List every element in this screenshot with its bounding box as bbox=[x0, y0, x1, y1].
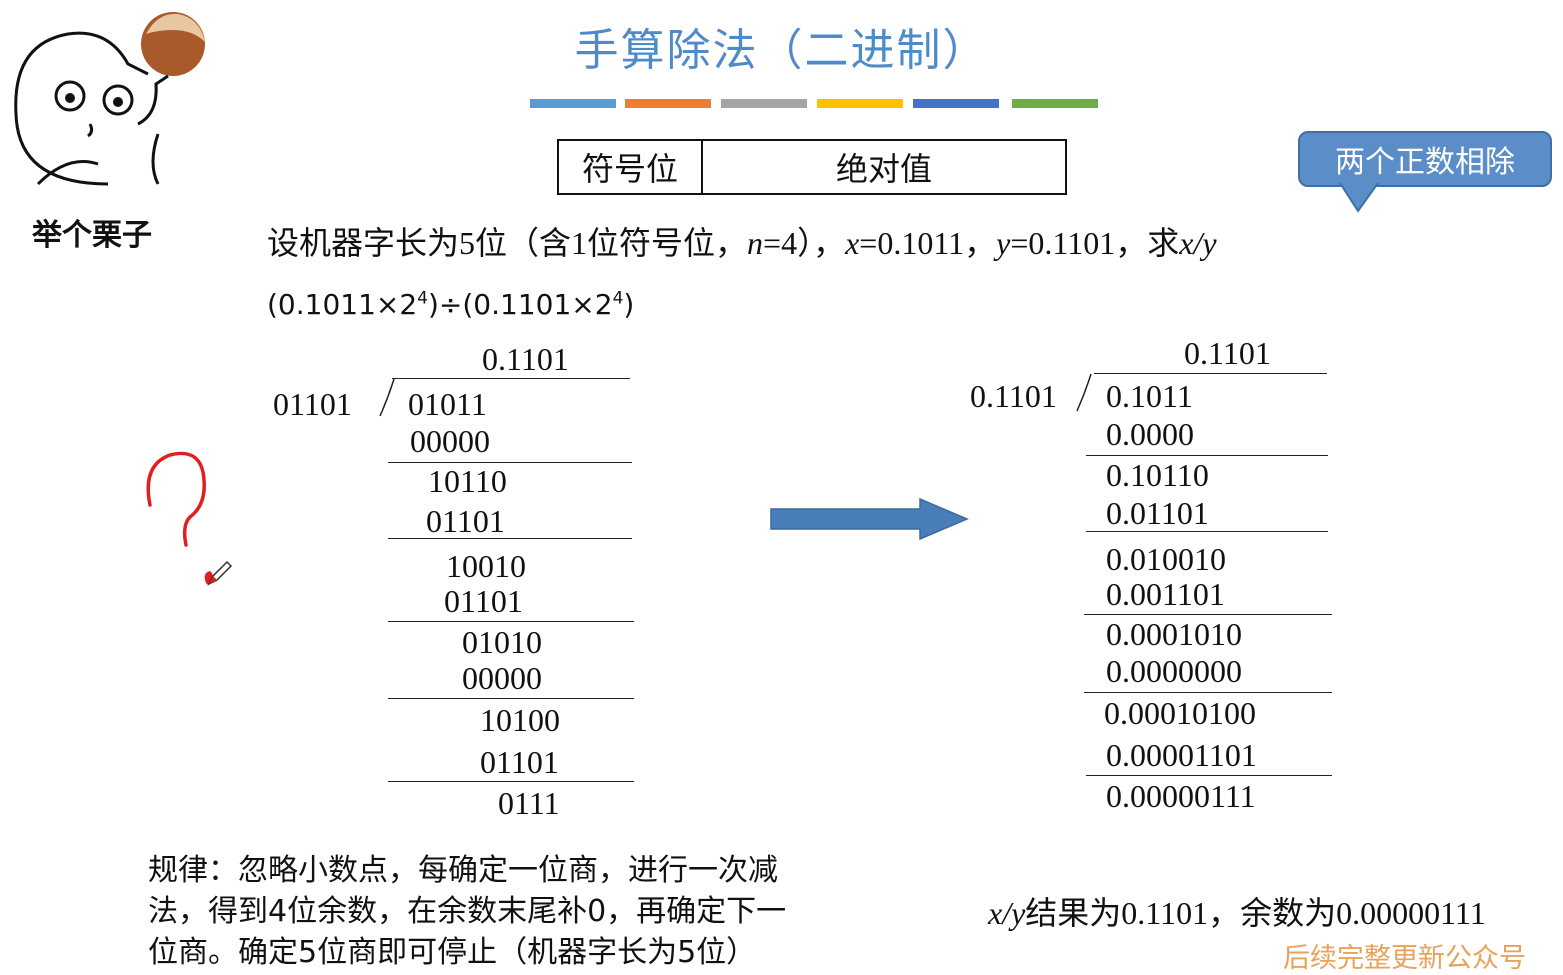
left-step: 01010 bbox=[462, 624, 542, 660]
left-step-line bbox=[388, 621, 634, 622]
sign-bit-cell: 符号位 bbox=[559, 141, 703, 193]
left-step-line bbox=[388, 462, 632, 463]
formula-exp-1: 4 bbox=[417, 288, 428, 309]
left-quotient-line bbox=[392, 378, 630, 379]
right-step: 0.0001010 bbox=[1106, 616, 1242, 652]
var-x: x bbox=[845, 225, 860, 261]
question-mark-icon bbox=[146, 451, 213, 585]
right-quotient: 0.1101 bbox=[1184, 335, 1271, 371]
question-part-3: =0.1011， bbox=[859, 225, 997, 261]
formula: (0.1011×24)÷(0.1101×24) bbox=[267, 288, 634, 321]
color-bar-yellow bbox=[817, 99, 903, 108]
left-division-bracket-icon bbox=[379, 378, 395, 417]
right-step: 0.0000 bbox=[1106, 416, 1194, 452]
left-step: 01101 bbox=[444, 583, 523, 619]
mascot-icon bbox=[14, 12, 205, 186]
formula-left: (0.1011×2 bbox=[267, 288, 418, 321]
left-step-line bbox=[388, 538, 632, 539]
right-step: 0.010010 bbox=[1106, 541, 1226, 577]
watermark: 后续完整更新公众号 bbox=[1283, 943, 1526, 974]
color-bar-gray bbox=[721, 99, 807, 108]
rule-line-1: 规律：忽略小数点，每确定一位商，进行一次减 bbox=[148, 853, 778, 888]
left-step: 01101 bbox=[480, 744, 559, 780]
right-step-line bbox=[1086, 531, 1328, 532]
left-step-line bbox=[388, 698, 634, 699]
result-text: 结果为0.1101，余数为0.00000111 bbox=[1025, 895, 1486, 931]
formula-exp-2: 4 bbox=[612, 288, 624, 309]
right-step: 0.001101 bbox=[1106, 576, 1225, 612]
left-quotient: 0.1101 bbox=[482, 341, 569, 377]
mascot-caption: 举个栗子 bbox=[32, 218, 152, 253]
callout-tail-icon bbox=[1339, 183, 1379, 213]
rule-line-3: 位商。确定5位商即可停止（机器字长为5位） bbox=[148, 935, 757, 970]
callout-bubble: 两个正数相除 bbox=[1298, 131, 1552, 187]
left-step: 10010 bbox=[446, 548, 526, 584]
left-divisor: 01101 bbox=[273, 386, 352, 422]
right-step-line bbox=[1084, 614, 1332, 615]
left-step: 01011 bbox=[408, 386, 487, 422]
rule-text: 规律：忽略小数点，每确定一位商，进行一次减 法，得到4位余数，在余数末尾补0，再… bbox=[148, 850, 908, 973]
result-statement: x/y结果为0.1101，余数为0.00000111 bbox=[988, 888, 1486, 934]
left-step: 10100 bbox=[480, 702, 560, 738]
transform-arrow-icon bbox=[770, 497, 969, 541]
question-part-2: =4）， bbox=[763, 225, 846, 261]
left-step: 00000 bbox=[410, 423, 490, 459]
sign-magnitude-table: 符号位 绝对值 bbox=[557, 139, 1067, 195]
color-bar-orange bbox=[625, 99, 711, 108]
color-bar-darkblue bbox=[913, 99, 999, 108]
var-xy: x/y bbox=[1179, 225, 1217, 261]
right-division-bracket-icon bbox=[1076, 373, 1092, 412]
right-step: 0.0000000 bbox=[1106, 653, 1242, 689]
question-statement: 设机器字长为5位（含1位符号位，n=4），x=0.1011，y=0.1101，求… bbox=[267, 218, 1217, 264]
right-step: 0.01101 bbox=[1106, 495, 1209, 531]
pencil-icon bbox=[207, 560, 233, 586]
right-step: 0.00001101 bbox=[1106, 737, 1257, 773]
right-step-line bbox=[1084, 692, 1332, 693]
right-step-line bbox=[1086, 455, 1328, 456]
page-title: 手算除法（二进制） bbox=[574, 25, 989, 76]
left-step: 01101 bbox=[426, 503, 505, 539]
left-step-line bbox=[388, 781, 634, 782]
left-step: 10110 bbox=[428, 463, 507, 499]
right-step-line bbox=[1086, 775, 1332, 776]
result-xy: x/y bbox=[988, 895, 1026, 931]
right-divisor: 0.1101 bbox=[970, 378, 1057, 414]
right-remainder: 0.00000111 bbox=[1106, 778, 1256, 814]
left-remainder: 0111 bbox=[498, 785, 560, 821]
absolute-value-cell: 绝对值 bbox=[835, 150, 932, 188]
formula-end: ) bbox=[623, 288, 635, 321]
rule-line-2: 法，得到4位余数，在余数末尾补0，再确定下一 bbox=[148, 894, 787, 929]
var-n: n bbox=[747, 225, 764, 261]
formula-mid: )÷(0.1101×2 bbox=[428, 288, 613, 321]
question-part-4: =0.1101，求 bbox=[1010, 225, 1180, 261]
var-y: y bbox=[996, 225, 1011, 261]
left-step: 00000 bbox=[462, 660, 542, 696]
right-step: 0.1011 bbox=[1106, 378, 1193, 414]
color-bar-green bbox=[1012, 99, 1098, 108]
question-part-1: 设机器字长为5位（含1位符号位， bbox=[267, 225, 748, 261]
color-bar-blue bbox=[530, 99, 616, 108]
right-step: 0.00010100 bbox=[1104, 695, 1256, 731]
right-quotient-line bbox=[1094, 373, 1327, 374]
right-step: 0.10110 bbox=[1106, 457, 1209, 493]
